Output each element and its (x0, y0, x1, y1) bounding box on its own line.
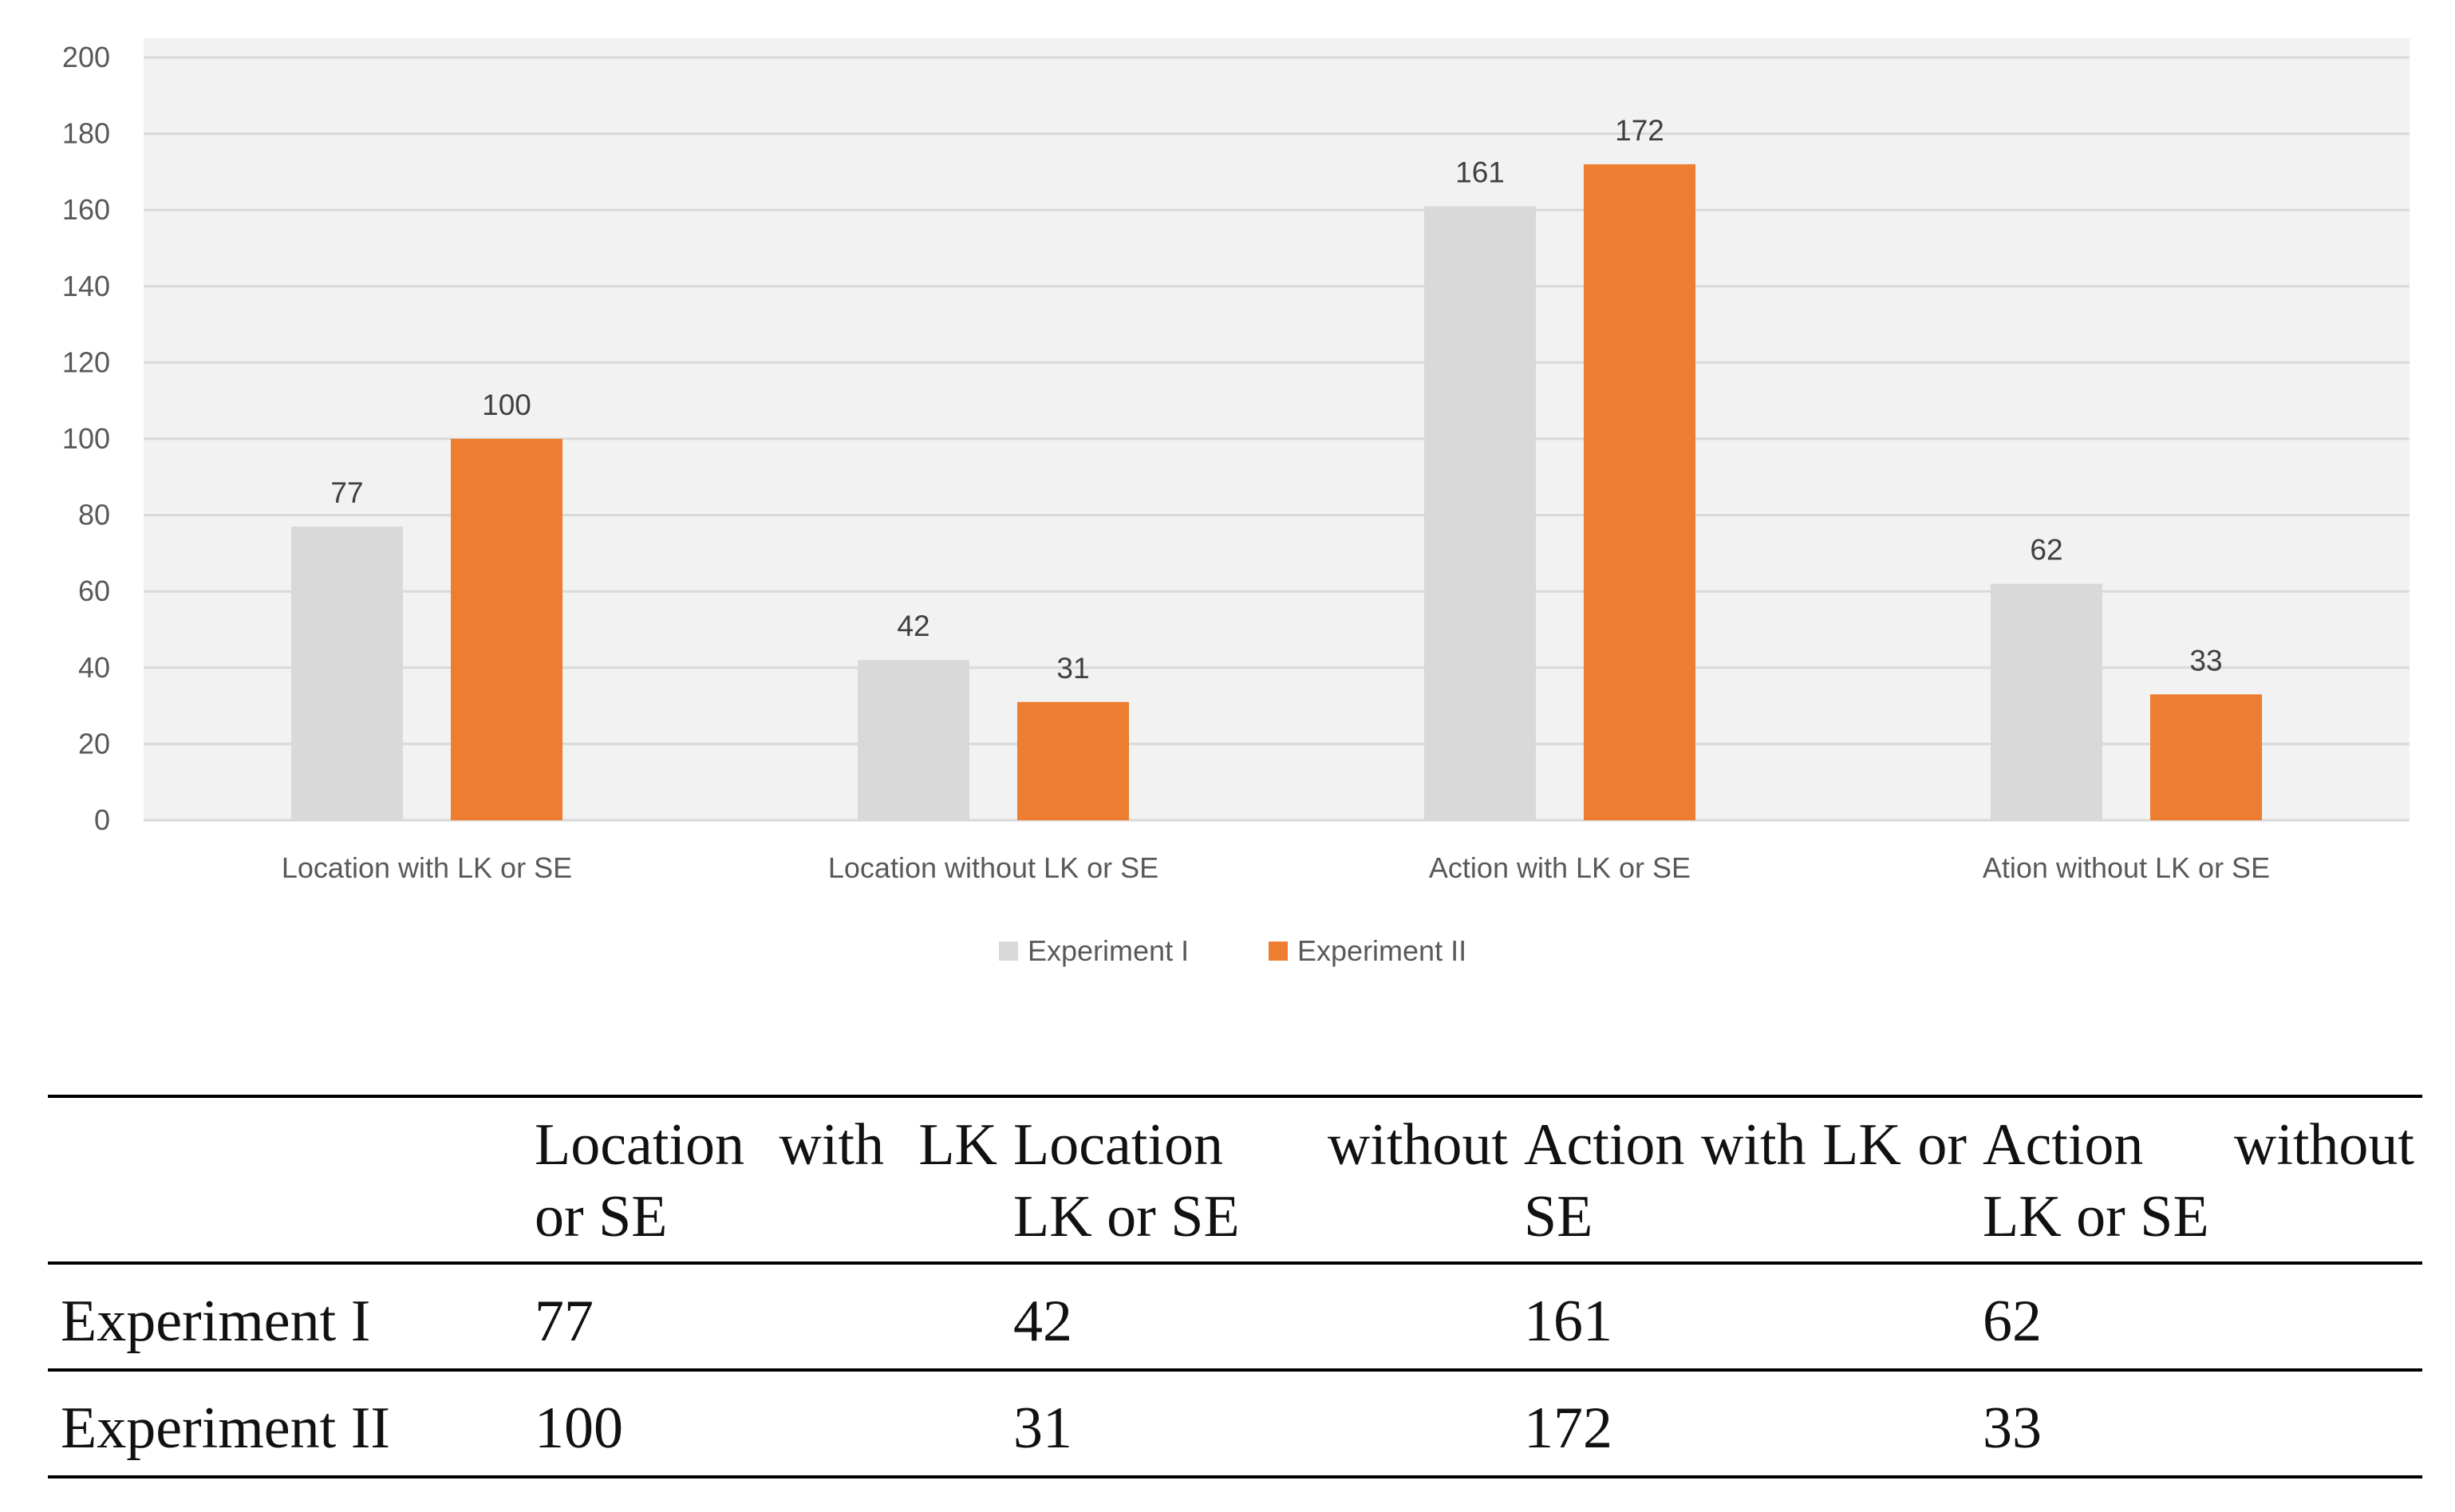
data-label: 42 (897, 610, 930, 642)
table-header-location-without: Location without LK or SE (1013, 1112, 1508, 1250)
y-tick-label: 40 (78, 651, 110, 684)
table-cell: 172 (1524, 1395, 1612, 1461)
bar-experiment-i (1991, 583, 2102, 820)
data-label: 62 (2030, 534, 2062, 567)
table-cell: 161 (1524, 1288, 1612, 1354)
bar-experiment-i (291, 526, 403, 820)
y-tick-label: 20 (78, 727, 110, 760)
y-tick-label: 200 (62, 41, 110, 73)
y-axis-ticks: 0 20 40 60 80 100 120 140 160 180 200 (62, 41, 110, 836)
category-label: Action with LK or SE (1429, 851, 1691, 884)
data-labels: 77 100 42 31 161 172 62 33 (330, 114, 2222, 685)
table-cell: 77 (535, 1288, 594, 1354)
y-tick-label: 100 (62, 422, 110, 455)
bar-experiment-ii (2150, 694, 2262, 820)
y-tick-label: 0 (94, 803, 110, 836)
y-tick-label: 60 (78, 574, 110, 607)
table-cell: 33 (1983, 1395, 2042, 1461)
table-cell: 42 (1013, 1288, 1072, 1354)
y-tick-label: 140 (62, 270, 110, 302)
data-label: 31 (1056, 652, 1089, 685)
legend-swatch (1269, 942, 1288, 961)
category-label: Ation without LK or SE (1983, 851, 2270, 884)
legend-label: Experiment II (1297, 934, 1466, 967)
bar-chart: 0 20 40 60 80 100 120 140 160 180 200 77 100 42 31 161… (62, 38, 2410, 967)
table-cell: 62 (1983, 1288, 2042, 1354)
bar-experiment-ii (1017, 701, 1129, 820)
bar-experiment-i (1424, 206, 1536, 820)
data-table: Location with LK or SE Location without … (48, 1095, 2422, 1478)
y-tick-label: 160 (62, 193, 110, 226)
data-label: 33 (2189, 644, 2222, 677)
table-row: Experiment I 77 42 161 62 (48, 1263, 2422, 1370)
table-header-action-with: Action with LK or SE (1524, 1112, 1967, 1250)
chart-svg: 0 20 40 60 80 100 120 140 160 180 200 77 100 42 31 161… (62, 38, 2410, 967)
category-label: Location without LK or SE (828, 851, 1158, 884)
table-cell: 100 (535, 1395, 623, 1461)
category-labels: Location with LK or SE Location without L… (282, 851, 2270, 884)
table-header-empty (48, 1096, 527, 1263)
bar-experiment-ii (451, 439, 562, 820)
bars (291, 164, 2262, 821)
table-header-action-without: Action without LK or SE (1983, 1112, 2414, 1250)
y-tick-label: 120 (62, 345, 110, 378)
category-label: Location with LK or SE (282, 851, 572, 884)
table-row-label: Experiment I (61, 1288, 371, 1354)
bar-experiment-i (858, 660, 969, 820)
legend-label: Experiment I (1028, 934, 1189, 967)
y-tick-label: 80 (78, 499, 110, 531)
table-row-label: Experiment II (61, 1395, 390, 1461)
data-label: 77 (330, 476, 363, 509)
table-header-row: Location with LK or SE Location without … (48, 1096, 2422, 1263)
legend: Experiment I Experiment II (999, 934, 1466, 967)
table-header-location-with: Location with LK or SE (535, 1112, 997, 1250)
data-label: 161 (1455, 156, 1505, 188)
legend-swatch (999, 942, 1018, 961)
table-row: Experiment II 100 31 172 33 (48, 1370, 2422, 1478)
data-label: 100 (482, 389, 531, 421)
table-cell: 31 (1013, 1395, 1072, 1461)
bar-experiment-ii (1584, 164, 1695, 821)
data-label: 172 (1615, 114, 1664, 147)
y-tick-label: 180 (62, 117, 110, 150)
